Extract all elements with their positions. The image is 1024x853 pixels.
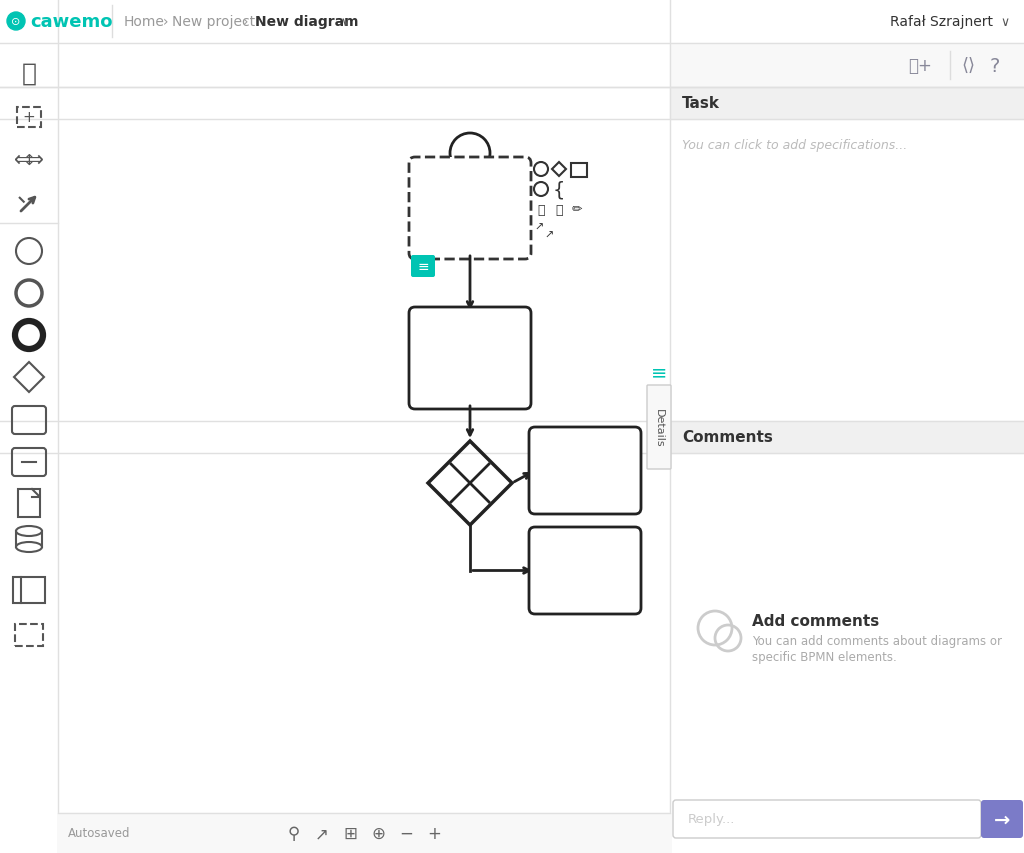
- Text: ↕: ↕: [23, 153, 36, 167]
- FancyBboxPatch shape: [673, 800, 981, 838]
- Bar: [13, 577, 45, 603]
- Text: +: +: [23, 110, 36, 125]
- Text: ⊞: ⊞: [343, 824, 357, 842]
- Text: −: −: [399, 824, 413, 842]
- FancyBboxPatch shape: [409, 308, 531, 409]
- Text: ⚲: ⚲: [288, 824, 300, 842]
- Text: New diagram: New diagram: [255, 15, 358, 29]
- Text: 🗑: 🗑: [555, 203, 563, 217]
- Text: cawemo: cawemo: [30, 13, 113, 31]
- Bar: [58, 44, 670, 853]
- Text: ›: ›: [163, 15, 169, 29]
- Text: ✋: ✋: [22, 62, 37, 86]
- Text: ≡: ≡: [651, 363, 668, 382]
- Text: ?: ?: [990, 56, 1000, 75]
- Text: ↗: ↗: [545, 230, 554, 241]
- Bar: [0, 0, 1024, 44]
- Text: Rafał Szrajnert: Rafał Szrajnert: [890, 15, 993, 29]
- Text: Task: Task: [682, 96, 720, 112]
- Bar: [670, 421, 1024, 454]
- Bar: [15, 624, 43, 647]
- Text: 🔧: 🔧: [538, 203, 545, 217]
- Circle shape: [7, 13, 25, 31]
- Text: Comments: Comments: [682, 430, 773, 445]
- Bar: [571, 164, 587, 177]
- FancyBboxPatch shape: [529, 427, 641, 514]
- FancyBboxPatch shape: [409, 158, 531, 259]
- Bar: [670, 44, 1024, 853]
- Text: ↗: ↗: [535, 223, 544, 233]
- Text: {: {: [553, 180, 565, 200]
- Text: ≡: ≡: [417, 259, 429, 274]
- Text: ⊕: ⊕: [371, 824, 385, 842]
- Text: specific BPMN elements.: specific BPMN elements.: [752, 651, 897, 664]
- Bar: [58, 813, 670, 853]
- Text: ∨: ∨: [340, 15, 349, 28]
- Bar: [670, 44, 1024, 88]
- Text: ⟺: ⟺: [14, 150, 44, 170]
- Text: New project: New project: [172, 15, 255, 29]
- Bar: [0, 44, 58, 853]
- Bar: [670, 88, 1024, 120]
- FancyBboxPatch shape: [529, 527, 641, 614]
- Text: Reply...: Reply...: [688, 813, 735, 826]
- Text: ↗: ↗: [315, 824, 329, 842]
- Text: 👤+: 👤+: [908, 57, 932, 75]
- Text: Add comments: Add comments: [752, 614, 880, 629]
- Text: ∨: ∨: [1000, 15, 1009, 28]
- Text: You can add comments about diagrams or: You can add comments about diagrams or: [752, 635, 1002, 647]
- Text: ›: ›: [243, 15, 249, 29]
- Text: Home: Home: [124, 15, 165, 29]
- Text: ⟨⟩: ⟨⟩: [961, 57, 975, 75]
- Text: ⊙: ⊙: [11, 17, 20, 27]
- Text: +: +: [427, 824, 441, 842]
- FancyBboxPatch shape: [411, 256, 435, 278]
- Text: ✏: ✏: [571, 203, 583, 217]
- Text: You can click to add specifications...: You can click to add specifications...: [682, 138, 907, 151]
- FancyBboxPatch shape: [647, 386, 671, 469]
- Bar: [17, 107, 41, 128]
- FancyBboxPatch shape: [981, 800, 1023, 838]
- Text: Autosaved: Autosaved: [68, 827, 130, 839]
- Text: Details: Details: [654, 409, 664, 447]
- Text: →: →: [994, 809, 1011, 828]
